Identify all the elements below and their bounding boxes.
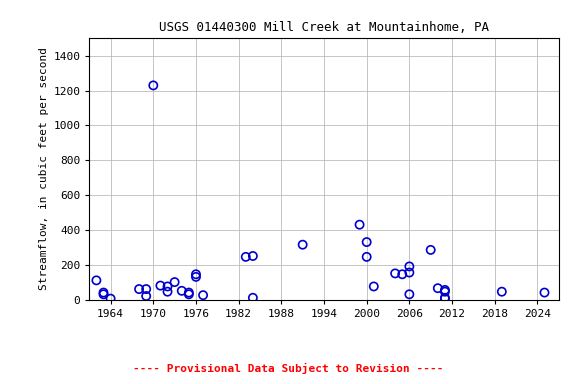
Point [199, 292, 208, 298]
Point [177, 288, 187, 294]
Title: USGS 01440300 Mill Creek at Mountainhome, PA: USGS 01440300 Mill Creek at Mountainhome… [159, 22, 489, 35]
Point [405, 291, 414, 297]
Point [99, 290, 108, 296]
Point [433, 285, 442, 291]
Point [355, 222, 364, 228]
Point [241, 254, 251, 260]
Point [142, 293, 151, 299]
Point [440, 287, 449, 293]
Point [191, 274, 200, 280]
Point [497, 289, 506, 295]
Point [248, 295, 257, 301]
Point [163, 283, 172, 290]
Point [405, 263, 414, 270]
Point [184, 290, 194, 296]
Point [405, 270, 414, 276]
Point [92, 277, 101, 283]
Text: ---- Provisional Data Subject to Revision ----: ---- Provisional Data Subject to Revisio… [132, 363, 444, 374]
Point [106, 296, 115, 302]
Point [426, 247, 435, 253]
Point [134, 286, 143, 292]
Point [362, 239, 372, 245]
Point [369, 283, 378, 290]
Point [391, 270, 400, 276]
Point [248, 253, 257, 259]
Point [184, 291, 194, 297]
Point [397, 271, 407, 277]
Point [99, 291, 108, 297]
Point [142, 286, 151, 292]
Point [298, 242, 307, 248]
Y-axis label: Streamflow, in cubic feet per second: Streamflow, in cubic feet per second [39, 48, 49, 290]
Point [540, 290, 549, 296]
Point [163, 289, 172, 295]
Point [440, 289, 449, 295]
Point [156, 283, 165, 289]
Point [440, 296, 449, 302]
Point [149, 82, 158, 88]
Point [362, 254, 372, 260]
Point [440, 295, 449, 301]
Point [191, 271, 200, 277]
Point [170, 279, 179, 285]
